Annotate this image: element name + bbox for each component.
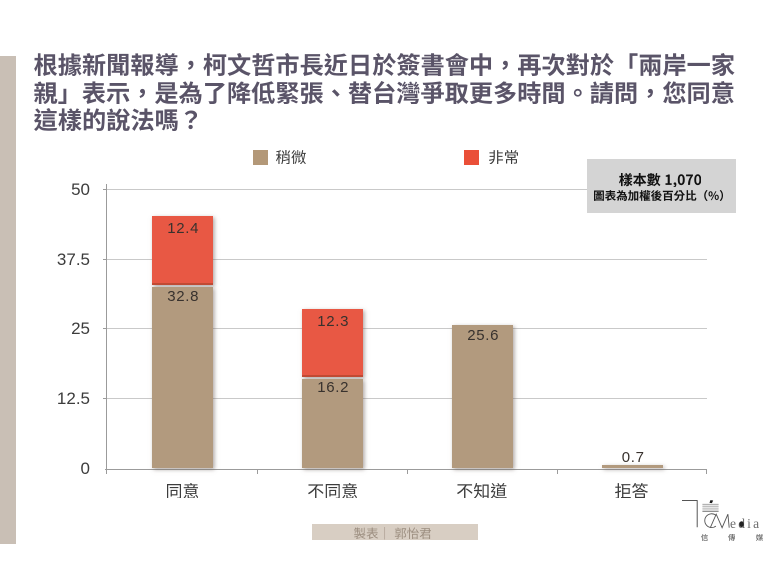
svg-text:edia: edia xyxy=(730,516,761,531)
